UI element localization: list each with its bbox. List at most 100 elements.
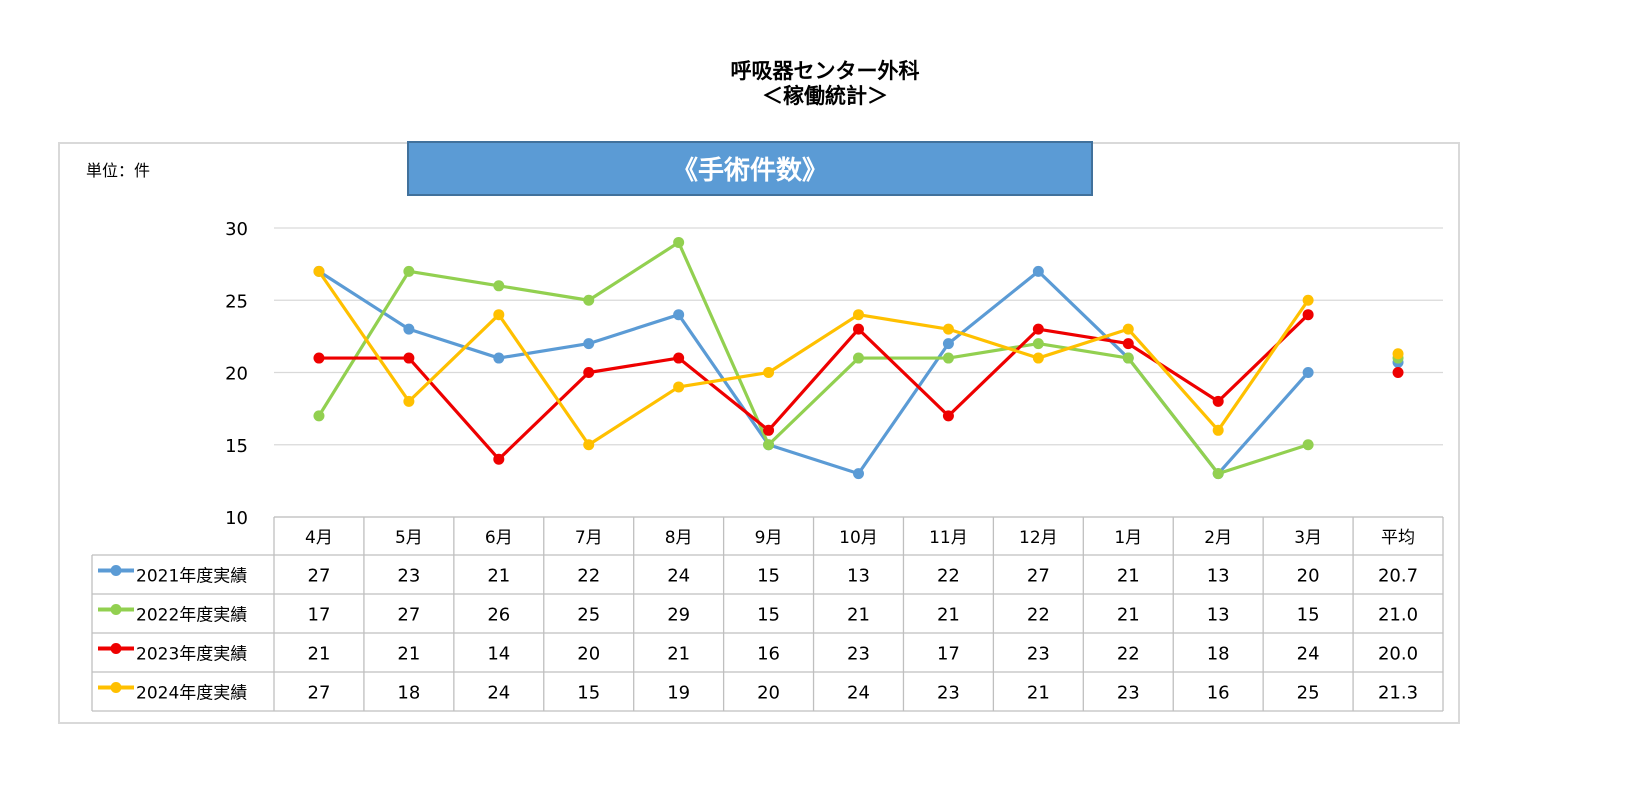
series-line — [317, 240, 1309, 476]
data-point — [1212, 468, 1224, 480]
x-tick-label: 4月 — [305, 528, 333, 548]
legend-swatch-marker — [110, 565, 122, 576]
x-tick-label: 3月 — [1294, 528, 1322, 548]
table-cell: 15 — [1297, 605, 1320, 626]
table-cell: 20.7 — [1378, 566, 1418, 587]
table-cell: 21 — [847, 605, 870, 626]
data-point — [493, 352, 505, 364]
table-cell: 19 — [667, 683, 690, 704]
data-point — [763, 367, 775, 378]
table-cell: 15 — [577, 683, 600, 704]
data-point — [942, 410, 954, 422]
data-point — [942, 352, 954, 364]
table-cell: 23 — [1027, 644, 1050, 665]
table-cell: 23 — [1117, 683, 1140, 704]
x-tick-label: 10月 — [839, 528, 878, 548]
table-cell: 21.0 — [1378, 605, 1418, 626]
data-point — [763, 424, 775, 436]
table-cell: 21 — [397, 644, 420, 665]
data-point — [403, 352, 415, 364]
table-cell: 21.3 — [1378, 683, 1418, 704]
table-cell: 22 — [1027, 605, 1050, 626]
average-point — [1392, 367, 1404, 378]
data-point — [313, 352, 325, 364]
data-point — [763, 439, 775, 451]
x-tick-label: 7月 — [575, 528, 603, 548]
x-tick-label: 平均 — [1381, 528, 1415, 548]
data-point — [403, 265, 415, 277]
table-cell: 20 — [1297, 566, 1320, 587]
data-point — [1302, 367, 1314, 378]
x-tick-label: 6月 — [485, 528, 513, 548]
data-point — [853, 309, 864, 321]
average-point — [1392, 348, 1404, 360]
table-cell: 15 — [757, 605, 780, 626]
data-point — [313, 410, 325, 422]
table-cell: 27 — [308, 566, 331, 587]
table-cell: 16 — [1207, 683, 1230, 704]
y-tick-label: 10 — [225, 508, 248, 529]
table-cell: 20 — [577, 644, 600, 665]
data-point — [1302, 309, 1314, 321]
data-point — [583, 338, 595, 350]
data-point — [1032, 265, 1044, 277]
legend-label: 2023年度実績 — [136, 645, 247, 665]
table-cell: 21 — [487, 566, 510, 587]
x-tick-label: 2月 — [1204, 528, 1232, 548]
table-cell: 13 — [847, 566, 870, 587]
x-tick-label: 12月 — [1019, 528, 1058, 548]
table-cell: 13 — [1207, 605, 1230, 626]
table-cell: 23 — [937, 683, 960, 704]
table-cell: 21 — [1117, 566, 1140, 587]
y-tick-label: 20 — [225, 364, 248, 385]
table-cell: 29 — [667, 605, 690, 626]
table-cell: 22 — [1117, 644, 1140, 665]
table-cell: 24 — [667, 566, 690, 587]
table-cell: 13 — [1207, 566, 1230, 587]
table-cell: 21 — [1117, 605, 1140, 626]
legend-swatch-marker — [110, 643, 122, 654]
data-point — [853, 468, 864, 480]
table-cell: 25 — [1297, 683, 1320, 704]
table-cell: 27 — [1027, 566, 1050, 587]
table-cell: 15 — [757, 566, 780, 587]
data-point — [493, 280, 505, 292]
table-cell: 21 — [937, 605, 960, 626]
x-tick-label: 11月 — [929, 528, 968, 548]
table-cell: 21 — [1027, 683, 1050, 704]
x-tick-label: 5月 — [395, 528, 423, 548]
chart-title-banner: 《手術件数》 — [407, 141, 1093, 196]
table-cell: 24 — [847, 683, 870, 704]
y-tick-label: 15 — [225, 436, 248, 457]
page-title: 呼吸器センター外科 — [730, 59, 920, 83]
data-point — [583, 439, 595, 451]
data-point — [1122, 338, 1134, 350]
data-point — [853, 323, 864, 335]
data-point — [313, 265, 325, 277]
data-point — [1302, 294, 1314, 306]
data-point — [403, 323, 415, 335]
data-point — [1302, 439, 1314, 451]
data-point — [673, 309, 685, 321]
data-point — [673, 236, 685, 248]
table-cell: 22 — [577, 566, 600, 587]
table-cell: 16 — [757, 644, 780, 665]
table-cell: 20.0 — [1378, 644, 1418, 665]
series-line — [318, 313, 1310, 461]
x-tick-label: 1月 — [1114, 528, 1142, 548]
x-tick-label: 9月 — [755, 528, 783, 548]
page-subtitle: ＜稼働統計＞ — [762, 84, 888, 108]
table-cell: 20 — [757, 683, 780, 704]
legend-label: 2024年度実績 — [136, 684, 247, 704]
table-cell: 25 — [577, 605, 600, 626]
legend-swatch-marker — [110, 604, 122, 615]
data-point — [493, 309, 505, 321]
data-point — [673, 381, 685, 393]
data-point — [1122, 352, 1134, 364]
data-point — [1212, 424, 1224, 436]
table-cell: 23 — [397, 566, 420, 587]
data-point — [1212, 395, 1224, 407]
table-cell: 18 — [1207, 644, 1230, 665]
table-cell: 18 — [397, 683, 420, 704]
